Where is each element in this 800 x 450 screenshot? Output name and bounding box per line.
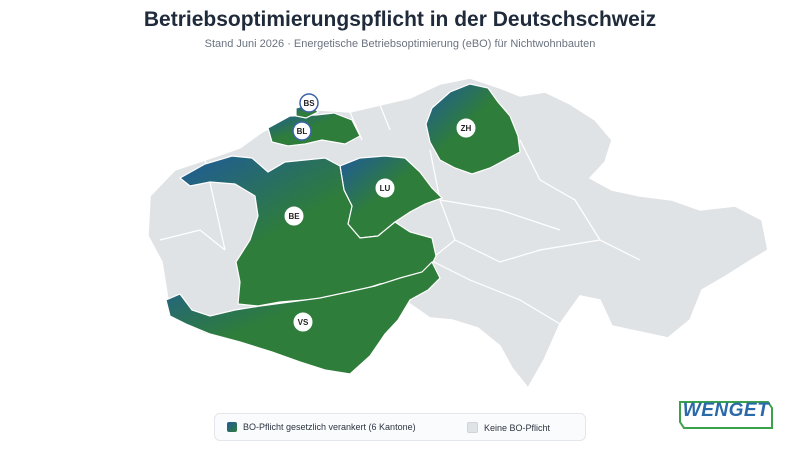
canton-borders [159,104,681,325]
canton-basel-landschaft[interactable] [267,112,361,147]
badge-label-bl: BL [297,127,308,136]
legend-swatch-none [467,422,478,433]
badge-label-be: BE [288,212,300,221]
badge-bs: BS [299,93,319,113]
badge-label-bs: BS [303,99,315,108]
badge-label-vs: VS [298,318,309,327]
map-svg: BS BL ZH LU BE VS [147,77,769,390]
map-subtitle: Stand Juni 2026 · Energetische Betriebso… [204,38,596,50]
badge-label-lu: LU [380,184,391,193]
legend-item-none: Keine BO-Pflicht [467,422,550,433]
legend-label-obligation: BO-Pflicht gesetzlich verankert (6 Kanto… [243,422,416,432]
legend-label-none: Keine BO-Pflicht [484,422,551,433]
switzerland-map: BS BL ZH LU BE VS [0,55,800,395]
badge-zh: ZH [456,118,476,138]
badge-be: BE [284,206,304,226]
logo-text: WENGET [682,400,770,421]
map-title: Betriebsoptimierungspflicht in der Deuts… [143,8,657,31]
badge-label-zh: ZH [461,124,472,133]
badge-vs: VS [293,312,313,332]
logo-frame [679,401,773,429]
legend-item-obligation: BO-Pflicht gesetzlich verankert (6 Kanto… [227,422,416,432]
legend-swatch-obligation [227,422,237,432]
badge-lu: LU [375,178,395,198]
map-legend: BO-Pflicht gesetzlich verankert (6 Kanto… [214,413,586,441]
badge-bl: BL [292,121,312,141]
wenget-logo: WENGET [676,396,776,432]
